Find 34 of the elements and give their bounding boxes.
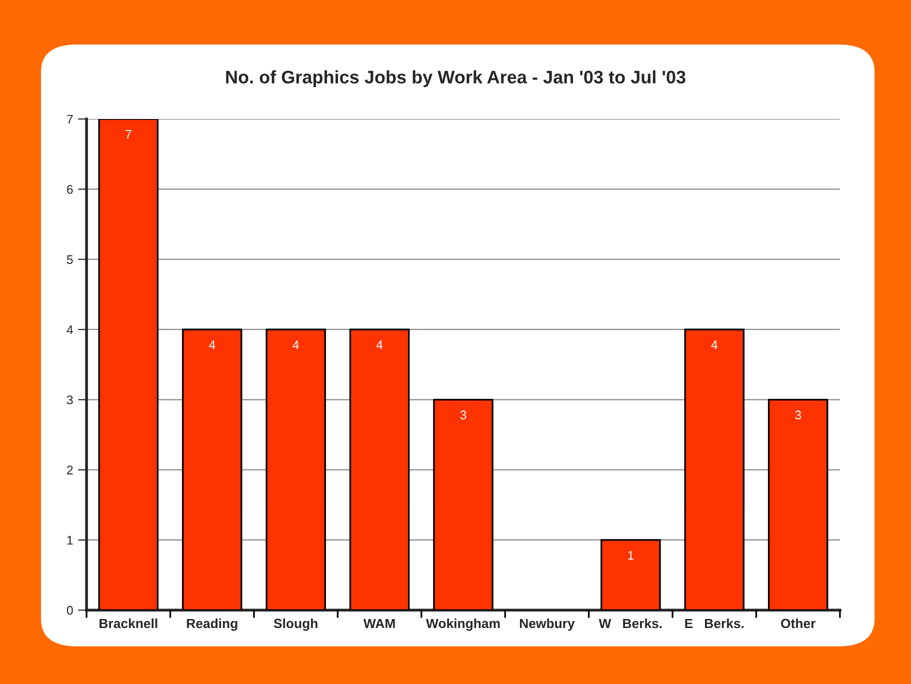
y-tick-label: 1 <box>67 536 73 544</box>
chart-title: No. of Graphics Jobs by Work Area - Jan '03 to Jul '03 <box>226 70 686 88</box>
x-tick-label: Wokingham <box>426 618 500 631</box>
bar <box>684 328 745 610</box>
y-tick-label: 5 <box>66 255 73 264</box>
bar <box>600 539 661 610</box>
bar <box>98 119 159 610</box>
y-tick-label: 3 <box>66 395 73 404</box>
x-tick-label: E Berks. <box>685 618 744 628</box>
data-label: 4 <box>711 340 718 350</box>
bar <box>768 398 828 610</box>
data-label: 4 <box>208 340 216 350</box>
data-label: 7 <box>126 130 132 139</box>
x-tick-label: W Berks. <box>598 618 662 628</box>
x-tick-label: Newbury <box>520 618 575 631</box>
x-tick-label: Bracknell <box>100 618 158 628</box>
data-label: 4 <box>292 340 299 350</box>
x-tick-label: Slough <box>274 618 318 631</box>
x-tick-label: WAM <box>363 618 395 628</box>
data-label: 1 <box>628 551 634 560</box>
bar <box>349 328 410 610</box>
y-tick-label: 0 <box>66 606 73 615</box>
bar <box>266 328 326 610</box>
x-tick-label: Reading <box>186 618 238 631</box>
data-label: 4 <box>376 340 383 350</box>
bar <box>182 328 242 610</box>
bar <box>433 398 494 610</box>
y-tick-label: 6 <box>67 184 73 194</box>
y-tick-label: 7 <box>67 114 73 124</box>
y-tick-label: 4 <box>66 325 73 334</box>
x-tick-label: Other <box>781 618 816 628</box>
data-label: 3 <box>460 410 466 420</box>
y-tick-label: 2 <box>67 466 73 474</box>
data-label: 3 <box>795 410 802 420</box>
